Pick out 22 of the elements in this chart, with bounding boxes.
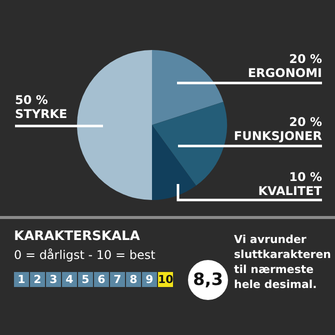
text: 2 [30, 272, 45, 287]
data-label: 50 % [15, 93, 48, 108]
text: Vi avrunder sluttkarakteren til nærmeste hele desimal. [234, 232, 332, 292]
slice-label: STYRKE [15, 107, 68, 122]
text: 4 [62, 272, 77, 287]
slice-label: ERGONOMI [248, 66, 322, 80]
text: 7 [110, 272, 125, 287]
text: 3 [46, 272, 61, 287]
text: 9 [142, 272, 157, 287]
data-label: 10 % [289, 170, 322, 184]
text: 5 [78, 272, 93, 287]
slice-label: KVALITET [258, 184, 323, 198]
text: 6 [94, 272, 109, 287]
data-label: 20 % [289, 52, 322, 66]
text: 8 [126, 272, 141, 287]
text: 0 = dårligst - 10 = best [14, 248, 156, 262]
text: KARAKTERSKALA [14, 229, 140, 244]
text: 1 [14, 272, 29, 287]
data-label: 20 % [289, 115, 322, 130]
slice-label: FUNKSJONER [234, 129, 322, 144]
text: 10 [158, 272, 174, 287]
text: 8,3 [188, 260, 228, 300]
